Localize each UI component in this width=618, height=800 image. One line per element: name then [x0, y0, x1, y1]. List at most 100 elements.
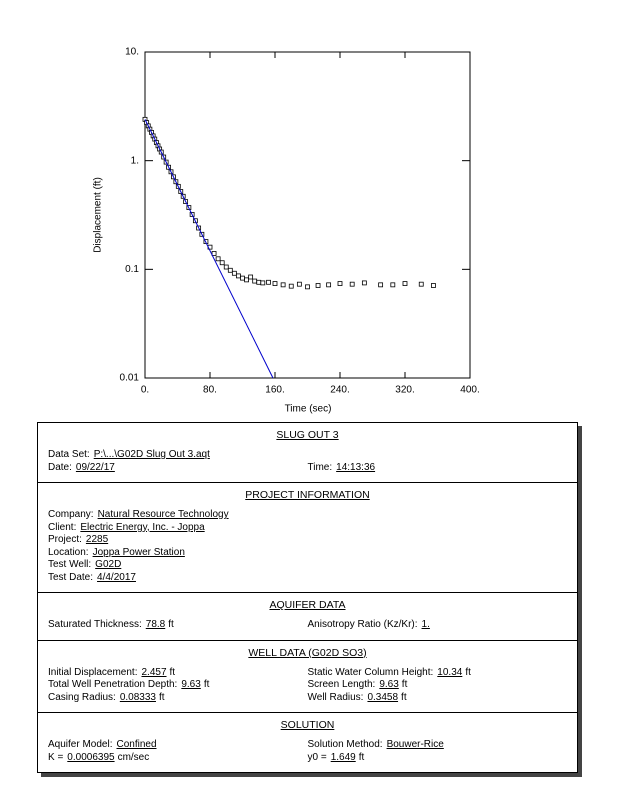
fit-line [144, 119, 274, 379]
report-section: SLUG OUT 3 Data Set: P:\...\G02D Slug Out … [38, 423, 577, 482]
report-row: Client: Electric Energy, Inc. - Joppa [48, 522, 567, 535]
field: Test Date: 4/4/2017 [48, 572, 316, 585]
field-unit: cm/sec [117, 751, 150, 763]
data-point [231, 270, 237, 276]
field-label: Location: [48, 546, 89, 558]
field-value: 10.34 [437, 666, 463, 678]
data-point [361, 280, 367, 286]
field-label: Company: [48, 509, 94, 520]
field: Well Radius: 0.3458 ft [308, 692, 568, 705]
field-unit: ft [358, 751, 365, 763]
x-tick-label: 80. [203, 385, 217, 396]
section-title: WELL DATA (G02D SO3) [248, 646, 367, 659]
field: Saturated Thickness: 78.8 ft [48, 619, 308, 632]
report-row: Project: 2285 [48, 534, 567, 547]
field-unit: ft [169, 666, 176, 678]
field-label: Date: [48, 461, 72, 473]
field: Company: Natural Resource Technology [48, 509, 316, 522]
report: SLUG OUT 3 Data Set: P:\...\G02D Slug Out … [37, 422, 578, 773]
data-point [227, 267, 233, 273]
y-tick-label: 0.01 [120, 373, 140, 384]
data-point [378, 282, 384, 288]
field-value: Electric Energy, Inc. - Joppa [80, 521, 205, 533]
report-row: Initial Displacement: 2.457 ft Static Water… [48, 667, 567, 680]
field: Aquifer Model: Confined [48, 739, 308, 752]
data-point [402, 281, 408, 286]
field-label: Casing Radius: [48, 691, 116, 703]
data-point [252, 278, 258, 284]
data-point [418, 281, 424, 287]
field-unit: ft [203, 679, 210, 690]
section-title: SOLUTION [280, 719, 335, 731]
report-section: WELL DATA (G02D SO3) Initial Displacement… [38, 639, 577, 713]
report-row: Saturated Thickness: 78.8 ft Anisotropy Rat… [48, 619, 567, 632]
data-point [315, 283, 321, 288]
field: Location: Joppa Power Station [48, 547, 316, 560]
data-point [223, 264, 229, 270]
report-row: Location: Joppa Power Station [48, 547, 567, 560]
y-tick-label: 0.1 [125, 264, 139, 275]
field-label: Project: [48, 534, 82, 545]
field-label: Aquifer Model: [48, 739, 113, 750]
section-title: AQUIFER DATA [269, 599, 346, 611]
x-tick-label: 160. [265, 385, 284, 396]
field-value: Natural Resource Technology [97, 509, 229, 520]
data-point [256, 279, 262, 285]
data-point [288, 283, 294, 289]
field-value: 1. [421, 619, 430, 630]
field: Total Well Penetration Depth: 9.63 ft [48, 679, 308, 692]
data-point [266, 279, 271, 285]
data-point [337, 281, 343, 286]
field-label: Solution Method: [307, 739, 383, 750]
field-label: Anisotropy Ratio (Kz/Kr): [307, 619, 418, 630]
field-label: Well Radius: [307, 691, 364, 703]
field: y0 = 1.649 ft [308, 752, 568, 765]
field-unit: ft [401, 691, 407, 703]
data-point [326, 282, 332, 288]
y-tick-label: 1. [131, 155, 139, 166]
y-axis-label: Displacement (ft) [93, 177, 104, 253]
section-title: PROJECT INFORMATION [245, 489, 370, 501]
field-label: Screen Length: [307, 679, 376, 690]
field: K = 0.0006395 cm/sec [48, 752, 308, 765]
x-tick-label: 0. [141, 385, 149, 396]
field: Client: Electric Energy, Inc. - Joppa [48, 522, 316, 535]
data-point [349, 281, 355, 287]
field-value: 2.457 [141, 666, 167, 678]
field-unit: ft [168, 619, 174, 630]
report-row: K = 0.0006395 cm/sec y0 = 1.649 ft [48, 752, 567, 765]
data-point [211, 251, 217, 256]
field-value: G02D [95, 559, 122, 570]
field-value: 9.63 [181, 679, 201, 690]
report-section: SOLUTION Aquifer Model: Confined Solution M… [38, 712, 577, 772]
data-point [248, 274, 254, 280]
x-tick-label: 320. [395, 385, 414, 396]
report-section: AQUIFER DATA Saturated Thickness: 78.8 ft An… [38, 592, 577, 640]
data-point [219, 260, 225, 266]
field: Screen Length: 9.63 ft [308, 679, 568, 692]
field-label: Client: [48, 521, 77, 533]
field-value: 0.08333 [119, 691, 156, 703]
data-point [296, 281, 302, 287]
field: Data Set: P:\...\G02D Slug Out 3.aqt [48, 449, 316, 462]
field-label: Total Well Penetration Depth: [48, 679, 178, 690]
field-value: 9.63 [379, 679, 399, 690]
x-tick-label: 400. [460, 385, 479, 396]
field-value: 0.3458 [367, 691, 399, 703]
field-value: Joppa Power Station [92, 546, 185, 558]
field: Project: 2285 [48, 534, 316, 547]
data-point [260, 280, 266, 286]
field-value: Confined [116, 739, 157, 750]
x-axis-label: Time (sec) [285, 404, 332, 415]
field-unit: ft [158, 691, 165, 703]
report-row: Company: Natural Resource Technology [48, 509, 567, 522]
plot-frame [144, 51, 471, 379]
field-label: Saturated Thickness: [48, 619, 142, 630]
chart: Time (sec) Displacement (ft) 0. 80. 160. 24… [93, 47, 480, 415]
data-point [390, 282, 396, 288]
data-point [240, 275, 245, 281]
report-row: Test Date: 4/4/2017 [48, 572, 567, 585]
field-label: Test Well: [48, 559, 92, 570]
field-unit: ft [401, 679, 408, 690]
